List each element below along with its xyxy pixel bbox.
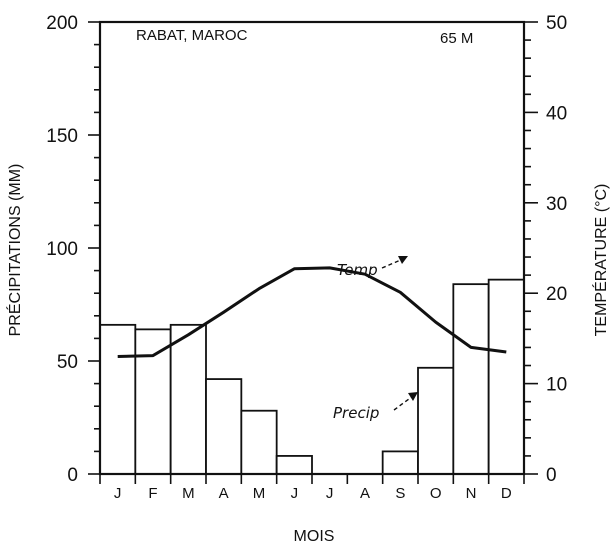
x-tick-label: S [395,485,405,502]
series-label-precip: Precip [333,404,379,422]
y-tick-label-left: 0 [67,465,78,486]
precip-bar [205,378,243,475]
y-tick-label-right: 30 [546,194,567,215]
precip-bars [99,278,525,475]
x-tick-label: A [219,485,229,502]
x-tick-label: A [360,485,370,502]
x-tick-label: J [291,485,299,502]
precip-bar [381,450,419,475]
y-axis-title-right: TEMPÉRATURE (°C) [591,184,610,337]
x-tick-label: J [114,485,122,502]
series-label-temp: Temp [337,261,378,279]
y-tick-label-left: 100 [46,239,78,260]
y-tick-label-right: 20 [546,284,567,305]
temp-arrow [381,258,404,269]
y-tick-label-left: 150 [46,126,78,147]
x-tick-label: F [148,485,157,502]
y-tick-label-right: 0 [546,465,557,486]
plot-frame [98,20,526,476]
x-axis-title: MOIS [294,528,335,545]
y-tick-label-left: 200 [46,13,78,34]
y-tick-label-right: 10 [546,375,567,396]
precip-bar [417,366,455,475]
tick-labels: 0 50 100 150 200 0 10 20 30 40 50 J F M A M J J A S O N D [46,13,567,502]
y-tick-label-right: 50 [546,13,567,34]
precip-bar [169,323,207,475]
temp-arrowhead [398,256,408,264]
precip-arrow [393,395,414,411]
x-tick-label: O [430,485,442,502]
precip-bar [134,328,172,475]
x-tick-label: M [253,485,266,502]
precip-bar [275,455,313,475]
precip-bar [99,323,137,475]
chart-title: RABAT, MAROC [136,27,248,44]
precip-bar [487,278,525,475]
y-tick-label-left: 50 [57,352,78,373]
temperature-line [117,266,507,358]
x-tick-label: M [182,485,195,502]
y-axis-title-left: PRÉCIPITATIONS (MM) [5,164,24,337]
y-tick-label-right: 40 [546,103,567,124]
precip-bar [452,283,490,475]
x-tick-label: J [326,485,334,502]
x-tick-label: D [501,485,512,502]
x-tick-label: N [466,485,477,502]
elevation-label: 65 M [440,30,473,47]
precip-arrowhead [408,392,418,401]
precip-bar [240,409,278,475]
